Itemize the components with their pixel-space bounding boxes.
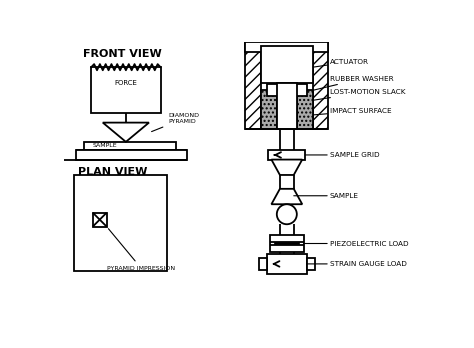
Text: SAMPLE: SAMPLE [294, 193, 359, 199]
Text: PIEZOELECTRIC LOAD: PIEZOELECTRIC LOAD [304, 240, 409, 246]
Bar [259, 258, 267, 270]
Bar [93, 213, 107, 227]
Text: SAMPLE GRID: SAMPLE GRID [305, 152, 380, 158]
Text: IMPACT SURFACE: IMPACT SURFACE [313, 108, 392, 115]
Bar [270, 235, 304, 252]
Bar [245, 42, 328, 52]
Bar [267, 254, 307, 274]
Bar [261, 90, 277, 129]
Bar [307, 258, 315, 270]
Text: STRAIN GAUGE LOAD: STRAIN GAUGE LOAD [307, 261, 407, 267]
Bar [76, 150, 188, 160]
Bar [277, 82, 297, 129]
Bar [91, 67, 161, 113]
Text: FRONT VIEW: FRONT VIEW [82, 49, 162, 60]
Text: DIAMOND
PYRAMID: DIAMOND PYRAMID [152, 113, 199, 132]
Text: PLAN VIEW: PLAN VIEW [78, 167, 147, 177]
Bar [74, 175, 167, 271]
Text: FORCE: FORCE [114, 80, 137, 86]
Bar [313, 42, 328, 129]
Bar [261, 46, 313, 82]
Polygon shape [272, 189, 302, 204]
Text: LOST-MOTION SLACK: LOST-MOTION SLACK [313, 89, 405, 100]
Bar [297, 90, 313, 129]
Text: PYRAMID IMPRESSION: PYRAMID IMPRESSION [107, 229, 175, 271]
Bar [274, 242, 299, 244]
Bar [245, 42, 261, 129]
Bar [268, 150, 305, 160]
Text: ACTUATOR: ACTUATOR [313, 59, 369, 67]
Polygon shape [272, 160, 302, 175]
Text: SAMPLE: SAMPLE [93, 143, 118, 148]
Circle shape [277, 204, 297, 224]
Bar [83, 142, 176, 150]
Text: RUBBER WASHER: RUBBER WASHER [313, 76, 393, 90]
Polygon shape [103, 122, 149, 142]
Bar [267, 84, 307, 96]
